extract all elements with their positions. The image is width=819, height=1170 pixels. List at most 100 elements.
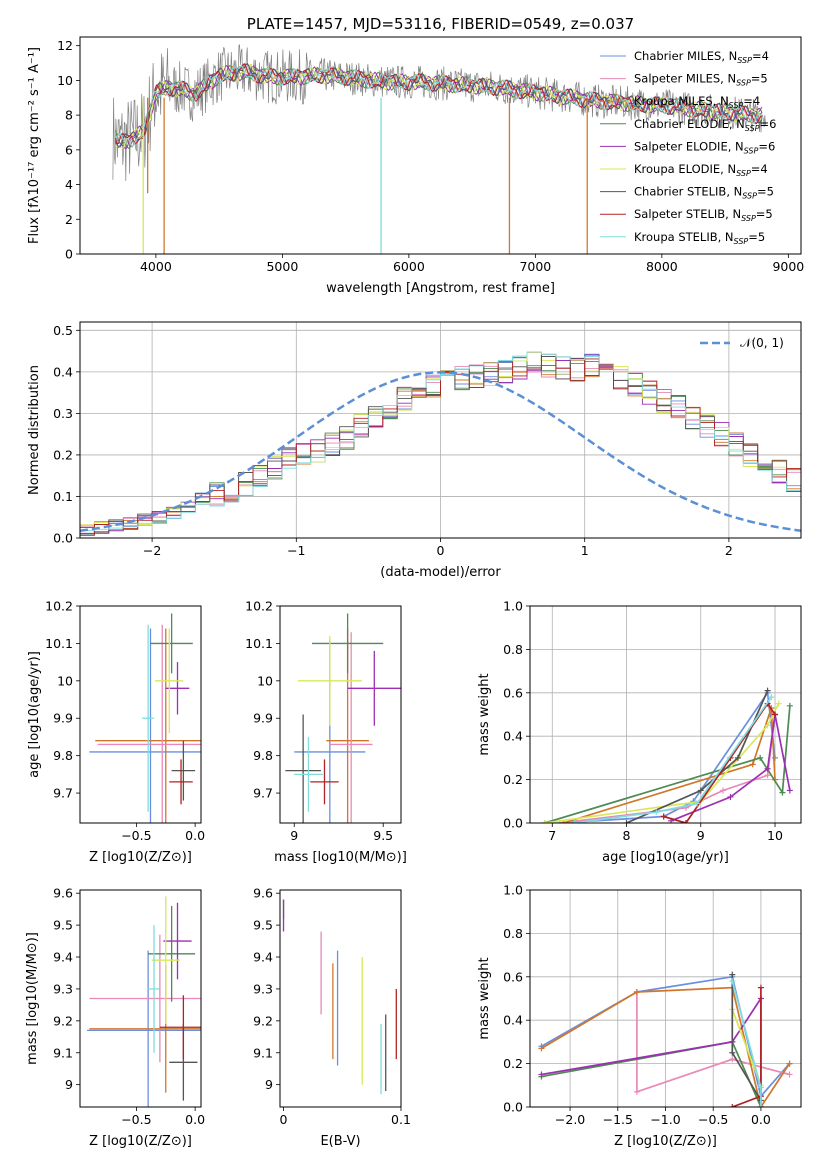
weight-marker (541, 820, 548, 823)
weight-marker (538, 1071, 545, 1078)
y-axis-label: mass weight (477, 673, 492, 755)
y-tick-label: 10 (57, 673, 73, 688)
weight-marker (764, 687, 771, 694)
weight-marker (623, 820, 630, 823)
x-axis-label: age [log10(age/yr)] (602, 850, 729, 865)
x-tick-label: −1.5 (603, 1112, 633, 1127)
axes-frame (529, 605, 802, 824)
legend-name: Salpeter ELODIE, N (634, 139, 744, 153)
weight-marker (764, 722, 771, 729)
y-tick-label: 10 (57, 73, 73, 88)
legend-tail: =4 (751, 162, 768, 176)
weight-marker (786, 702, 793, 709)
gaussian-curve (80, 371, 801, 532)
y-tick-label: 9.8 (53, 748, 73, 763)
legend-label: Salpeter STELIB, NSSP=5 (634, 207, 773, 223)
legend-sub: SSP (736, 79, 751, 88)
y-tick-label: 9.7 (253, 786, 273, 801)
y-tick-label: 9.6 (253, 886, 273, 901)
y-tick-label: 0.2 (503, 772, 523, 787)
model-line (115, 63, 763, 149)
x-tick-label: 9 (697, 828, 705, 843)
plot-area (87, 896, 201, 1107)
y-tick-label: 0.0 (503, 816, 523, 831)
y-tick-label: 9.7 (53, 786, 73, 801)
x-tick-label: −1.0 (650, 1112, 680, 1127)
model-line (114, 65, 763, 150)
weight-marker (786, 787, 793, 794)
plot-area (89, 613, 201, 823)
y-tick-label: 10.1 (245, 636, 273, 651)
plot-area (112, 44, 766, 254)
axes-age-vs-Z: −0.5 0.0 9.7 9.8 9.9 10 10.1 10.2 Z [log10(Z/Z⊙)… (27, 599, 205, 866)
x-tick-label: −0.5 (121, 1112, 151, 1127)
model-line (114, 63, 763, 145)
y-tick-label: 9.2 (253, 1013, 273, 1028)
model-line (115, 62, 763, 148)
y-tick-label: 9.2 (53, 1013, 73, 1028)
legend-label: 𝒩(0, 1) (740, 336, 784, 350)
chart-title: PLATE=1457, MJD=53116, FIBERID=0549, z=0… (247, 15, 634, 33)
y-tick-label: 0.6 (503, 685, 523, 700)
legend-sub: SSP (742, 192, 757, 201)
legend-name: Kroupa STELIB, N (634, 230, 734, 244)
x-axis-label: Z [log10(Z/Z⊙)] (614, 1134, 717, 1149)
weight-line (559, 690, 776, 823)
weight-marker (749, 761, 756, 768)
x-axis-label: wavelength [Angstrom, rest frame] (326, 281, 555, 296)
legend-name: Chabrier ELODIE, N (634, 117, 745, 131)
y-tick-label: 9 (265, 1077, 273, 1092)
weight-line (541, 1040, 762, 1107)
x-tick-label: 0 (437, 543, 445, 558)
weight-marker (779, 789, 786, 796)
legend-label: Kroupa ELODIE, NSSP=4 (634, 162, 768, 178)
x-tick-label: 8 (623, 828, 631, 843)
y-tick-label: 0.2 (53, 447, 73, 462)
legend-name: Salpeter MILES, N (634, 72, 736, 86)
x-axis-label: Z [log10(Z/Z⊙)] (89, 1134, 192, 1149)
weight-marker (633, 988, 640, 995)
legend-sub: SSP (734, 237, 749, 246)
legend-tail: =6 (758, 139, 775, 153)
axes-frame (79, 605, 202, 824)
x-tick-label: 1 (581, 543, 589, 558)
x-tick-label: 9 (290, 828, 298, 843)
x-tick-label: 7 (548, 828, 556, 843)
x-tick-label: 7000 (519, 259, 551, 274)
plot-area (285, 613, 401, 823)
axes-frame (79, 321, 802, 539)
weight-line (563, 707, 776, 823)
x-tick-label: 0.0 (751, 1112, 771, 1127)
y-tick-label: 1.0 (503, 883, 523, 898)
y-tick-label: 9.5 (53, 918, 73, 933)
axes-frame (79, 36, 802, 255)
legend-label: Kroupa MILES, NSSP=4 (634, 94, 760, 110)
plot-area (80, 351, 801, 536)
legend-sub: SSP (737, 56, 752, 65)
x-tick-label: 6000 (393, 259, 425, 274)
y-tick-label: 4 (65, 177, 73, 192)
y-tick-label: 1.0 (503, 599, 523, 614)
weight-marker (697, 787, 704, 794)
y-tick-label: 9 (65, 1077, 73, 1092)
legend-name: Salpeter STELIB, N (634, 207, 741, 221)
weight-marker (729, 978, 736, 985)
x-tick-label: −2.0 (555, 1112, 585, 1127)
x-tick-label: −1 (287, 543, 305, 558)
weight-marker (729, 971, 736, 978)
weight-line (574, 696, 772, 823)
y-tick-label: 6 (65, 142, 73, 157)
y-tick-label: 2 (65, 212, 73, 227)
weight-marker (660, 813, 667, 820)
weight-marker (786, 1060, 793, 1067)
y-tick-label: 9.3 (253, 981, 273, 996)
axes-mass-vs-ebv: 0 0.1 9 9.1 9.2 9.3 9.4 9.5 9.6 E(B-V) (253, 886, 411, 1149)
weight-marker (729, 1056, 736, 1063)
axes-age-vs-mass: 9 9.5 9.7 9.8 9.9 10 10.1 10.2 mass [log10(M/M⊙)… (245, 599, 407, 866)
legend-tail: =4 (752, 49, 769, 63)
y-axis-label: Flux [fλ10⁻¹⁷ erg cm⁻² s⁻¹ A⁻¹] (27, 47, 42, 244)
y-tick-label: 0.8 (503, 926, 523, 941)
x-tick-label: 9.5 (373, 828, 393, 843)
weight-marker (775, 700, 782, 707)
weight-marker (768, 694, 775, 701)
